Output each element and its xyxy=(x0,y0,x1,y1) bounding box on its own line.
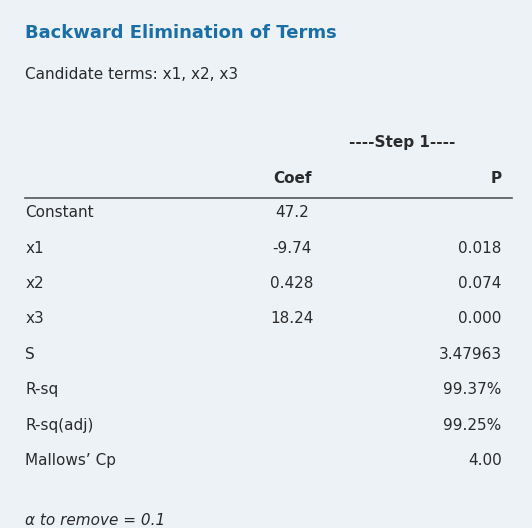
Text: 4.00: 4.00 xyxy=(468,453,502,468)
Text: 3.47963: 3.47963 xyxy=(438,347,502,362)
Text: x2: x2 xyxy=(25,276,44,291)
Text: P: P xyxy=(491,172,502,186)
Text: 0.428: 0.428 xyxy=(270,276,314,291)
Text: 18.24: 18.24 xyxy=(270,312,314,326)
Text: 47.2: 47.2 xyxy=(275,205,309,220)
Text: x3: x3 xyxy=(25,312,44,326)
Text: 0.018: 0.018 xyxy=(458,241,502,256)
Text: Candidate terms: x1, x2, x3: Candidate terms: x1, x2, x3 xyxy=(25,67,238,82)
Text: Backward Elimination of Terms: Backward Elimination of Terms xyxy=(25,24,337,42)
Text: 0.000: 0.000 xyxy=(458,312,502,326)
Text: 0.074: 0.074 xyxy=(458,276,502,291)
Text: x1: x1 xyxy=(25,241,44,256)
Text: 99.37%: 99.37% xyxy=(443,382,502,397)
Text: R-sq(adj): R-sq(adj) xyxy=(25,418,94,432)
Text: S: S xyxy=(25,347,35,362)
Text: ----Step 1----: ----Step 1---- xyxy=(349,135,455,150)
Text: -9.74: -9.74 xyxy=(272,241,312,256)
Text: Mallows’ Cp: Mallows’ Cp xyxy=(25,453,116,468)
Text: R-sq: R-sq xyxy=(25,382,59,397)
Text: α to remove = 0.1: α to remove = 0.1 xyxy=(25,513,165,527)
Text: 99.25%: 99.25% xyxy=(443,418,502,432)
Text: Constant: Constant xyxy=(25,205,94,220)
Text: Coef: Coef xyxy=(273,172,311,186)
